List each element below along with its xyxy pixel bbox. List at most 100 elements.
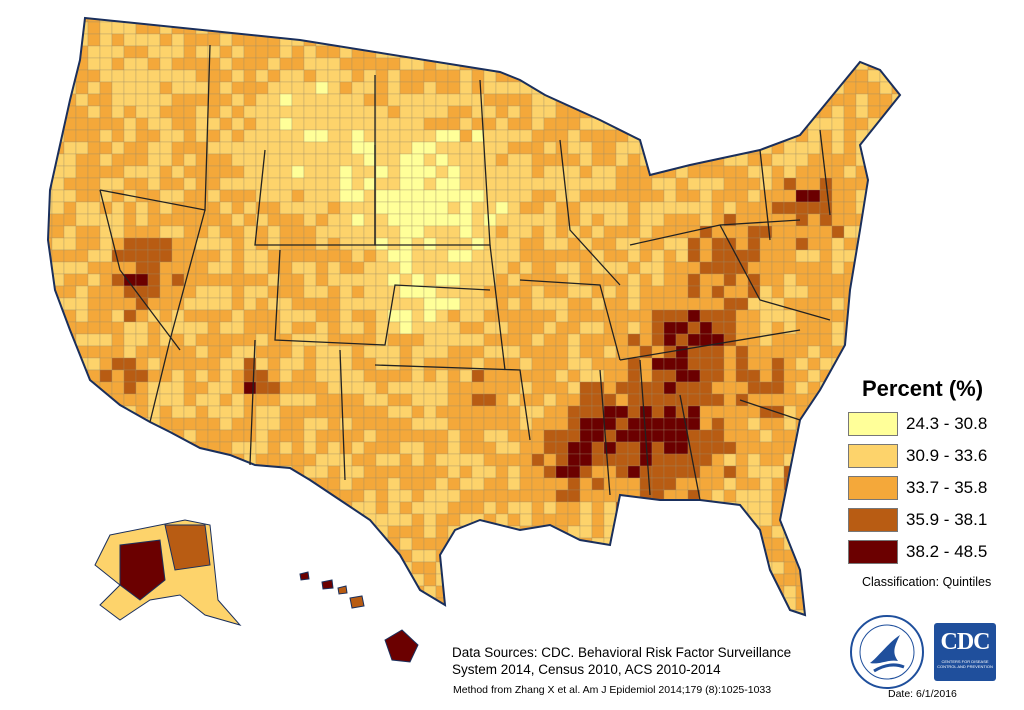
county-cell [291, 261, 305, 275]
county-cell [327, 465, 341, 479]
county-cell [351, 441, 365, 455]
county-cell [783, 261, 797, 275]
county-cell [591, 513, 605, 527]
county-cell [555, 357, 569, 371]
county-cell [123, 345, 137, 359]
county-cell [759, 213, 773, 227]
county-cell [675, 321, 689, 335]
county-cell [303, 117, 317, 131]
county-cell [339, 465, 353, 479]
county-cell [267, 249, 281, 263]
county-cell [315, 297, 329, 311]
county-cell [63, 225, 77, 239]
county-cell [639, 213, 653, 227]
county-cell [159, 249, 173, 263]
county-cell [627, 357, 641, 371]
county-cell [675, 273, 689, 287]
county-cell [231, 93, 245, 107]
county-cell [459, 117, 473, 131]
county-cell [87, 225, 101, 239]
county-cell [99, 297, 113, 311]
county-cell [303, 465, 317, 479]
county-cell [63, 129, 77, 143]
county-cell [687, 417, 701, 431]
county-cell [579, 525, 593, 539]
county-cell [507, 429, 521, 443]
county-cell [123, 177, 137, 191]
county-cell [387, 333, 401, 347]
county-cell [483, 201, 497, 215]
county-cell [291, 93, 305, 107]
county-cell [507, 225, 521, 239]
county-cell [603, 357, 617, 371]
county-cell [795, 393, 809, 407]
county-cell [411, 177, 425, 191]
county-cell [771, 429, 785, 443]
county-cell [315, 45, 329, 59]
county-cell [375, 441, 389, 455]
county-cell [363, 465, 377, 479]
county-cell [459, 441, 473, 455]
county-cell [315, 213, 329, 227]
county-cell [387, 105, 401, 119]
county-cell [627, 453, 641, 467]
county-cell [495, 201, 509, 215]
county-cell [399, 369, 413, 383]
county-cell [819, 153, 833, 167]
county-cell [195, 309, 209, 323]
county-cell [579, 477, 593, 491]
county-cell [363, 237, 377, 251]
county-cell [459, 213, 473, 227]
county-cell [435, 381, 449, 395]
county-cell [387, 297, 401, 311]
county-cell [99, 249, 113, 263]
county-cell [231, 333, 245, 347]
county-cell [663, 477, 677, 491]
county-cell [771, 285, 785, 299]
county-cell [171, 69, 185, 83]
county-cell [219, 153, 233, 167]
county-cell [231, 177, 245, 191]
county-cell [519, 201, 533, 215]
county-cell [687, 297, 701, 311]
county-cell [627, 369, 641, 383]
county-cell [591, 177, 605, 191]
county-cell [255, 105, 269, 119]
county-cell [63, 297, 77, 311]
county-cell [75, 225, 89, 239]
county-cell [723, 285, 737, 299]
county-cell [111, 21, 125, 35]
county-cell [783, 141, 797, 155]
county-cell [351, 213, 365, 227]
county-cell [267, 321, 281, 335]
county-cell [207, 225, 221, 239]
county-cell [471, 441, 485, 455]
county-cell [423, 501, 437, 515]
county-cell [375, 225, 389, 239]
county-cell [435, 177, 449, 191]
county-cell [699, 417, 713, 431]
county-cell [747, 381, 761, 395]
county-cell [411, 441, 425, 455]
county-cell [459, 321, 473, 335]
county-cell [771, 225, 785, 239]
county-cell [507, 201, 521, 215]
county-cell [471, 225, 485, 239]
county-cell [399, 333, 413, 347]
county-cell [171, 381, 185, 395]
county-cell [423, 273, 437, 287]
county-cell [711, 465, 725, 479]
county-cell [759, 357, 773, 371]
county-cell [507, 261, 521, 275]
county-cell [231, 45, 245, 59]
county-cell [75, 81, 89, 95]
county-cell [591, 357, 605, 371]
county-cell [627, 213, 641, 227]
county-cell [471, 69, 485, 83]
county-cell [207, 309, 221, 323]
county-cell [291, 273, 305, 287]
county-cell [567, 369, 581, 383]
county-cell [519, 117, 533, 131]
county-cell [507, 441, 521, 455]
county-cell [471, 417, 485, 431]
